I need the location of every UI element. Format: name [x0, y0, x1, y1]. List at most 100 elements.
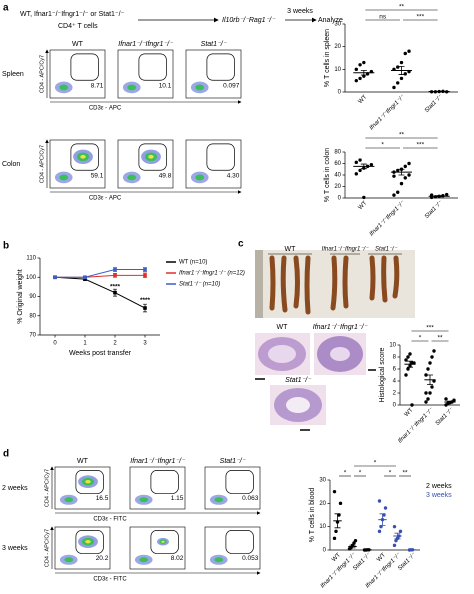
data-point — [398, 529, 403, 534]
cell-population — [64, 557, 74, 563]
significance-label: * — [381, 142, 384, 149]
column-title: WT — [72, 41, 84, 48]
data-point — [354, 67, 358, 72]
significance-label: * — [359, 470, 362, 477]
error-bar — [360, 163, 367, 170]
data-point — [396, 65, 400, 69]
cell-population — [64, 497, 74, 503]
error-bar — [349, 544, 356, 549]
data-point — [113, 273, 117, 278]
data-point — [83, 275, 87, 280]
y-axis-label: CD4 - APC/Cy7 — [39, 145, 45, 183]
x-axis-label: CD3ε - FITC — [93, 517, 127, 523]
cell-population — [161, 540, 165, 543]
data-point — [399, 76, 404, 81]
data-point — [358, 168, 362, 173]
y-axis-label: CD4 - APC/Cy7 — [39, 55, 45, 93]
y-axis-label: % Original weight — [17, 269, 24, 324]
error-bar — [398, 168, 405, 176]
x-axis-label: CD3ε - APC — [89, 196, 122, 202]
panel-label: a — [3, 3, 9, 14]
data-point — [408, 352, 412, 356]
data-point — [396, 81, 400, 85]
y-tick-label: 0 — [393, 403, 397, 409]
y-tick-label: 2 — [393, 391, 397, 397]
y-axis-label: CD4 - APC/Cy7 — [44, 469, 50, 507]
gate — [70, 143, 99, 171]
series-line — [54, 276, 146, 309]
x-axis-label: Weeks post transfer — [69, 350, 132, 357]
y-axis-label: % T cells in blood — [309, 488, 316, 543]
category-label: Stat1⁻/⁻ — [397, 552, 417, 572]
y-tick-label: 10 — [389, 343, 396, 349]
legend-label: 3 weeks — [426, 492, 452, 499]
image-label: Stat1⁻/⁻ — [285, 377, 312, 384]
data-point — [403, 164, 407, 169]
x-tick-label: 0 — [53, 341, 57, 347]
schematic-cells: CD4⁺ T cells — [58, 23, 98, 30]
legend-label: Stat1⁻/⁻ (n=10) — [179, 282, 220, 288]
data-point — [354, 78, 358, 83]
y-tick-label: 30 — [319, 478, 326, 484]
category-label: Ifnar1⁻/⁻Ifngr1⁻/⁻ — [397, 407, 435, 445]
data-point — [143, 273, 147, 278]
error-bar — [360, 70, 367, 76]
legend-label: 2 weeks — [426, 483, 452, 490]
data-point — [332, 536, 337, 541]
gate-percent: 8.71 — [91, 83, 104, 90]
data-point — [445, 192, 449, 197]
gate — [225, 470, 254, 494]
data-point — [407, 173, 411, 177]
data-point — [407, 49, 411, 53]
cell-population — [127, 174, 137, 181]
data-point — [113, 267, 117, 272]
annotation: **** — [140, 297, 151, 304]
cell-population — [139, 557, 149, 563]
y-tick-label: 6 — [393, 367, 397, 373]
series-line — [55, 269, 145, 278]
significance-label: * — [344, 470, 347, 477]
y-tick-label: 20 — [334, 184, 341, 190]
gate-percent: 10.1 — [159, 83, 172, 90]
panel-label: c — [238, 239, 244, 250]
data-point — [383, 506, 388, 510]
data-point — [338, 501, 343, 506]
data-point — [358, 158, 362, 162]
error-bar — [398, 65, 405, 75]
data-point — [452, 398, 456, 402]
x-tick-label: 1 — [83, 341, 87, 347]
data-point — [406, 367, 410, 371]
significance-label: *** — [417, 142, 425, 149]
data-point — [444, 397, 448, 401]
cell-population — [80, 154, 86, 159]
category-label: Stat1⁻/⁻ — [435, 407, 455, 427]
row-label: 3 weeks — [2, 545, 28, 552]
cell-population — [85, 540, 91, 544]
y-tick-label: 8 — [393, 355, 397, 361]
significance-label: ** — [399, 132, 405, 139]
y-tick-label: 20 — [319, 501, 326, 507]
error-bar — [379, 513, 386, 526]
y-tick-label: 10 — [334, 67, 341, 73]
gate — [75, 530, 104, 554]
y-tick-label: 70 — [29, 333, 36, 339]
category-label: WT — [331, 552, 342, 563]
gate-percent: 0.063 — [242, 495, 259, 502]
photo-label: Ifnar1⁻/⁻Ifngr1⁻/⁻ — [322, 247, 370, 253]
significance-label: ns — [379, 14, 387, 21]
data-point — [369, 162, 374, 167]
y-tick-label: 40 — [334, 173, 341, 179]
gate — [150, 470, 179, 494]
data-point — [426, 397, 430, 401]
error-bar — [427, 374, 433, 385]
y-tick-label: 100 — [26, 275, 37, 281]
cell-population — [214, 497, 224, 503]
photo-label: Stat1⁻/⁻ — [375, 247, 398, 253]
y-axis-label: Histological score — [379, 347, 386, 402]
column-title: Ifnar1⁻/⁻Ifngr1⁻/⁻ — [130, 458, 186, 465]
panel-label: d — [3, 449, 9, 460]
error-bar — [436, 195, 443, 198]
y-axis-label: % T cells in colon — [324, 148, 331, 202]
data-point — [428, 391, 432, 395]
column-title: Stat1⁻/⁻ — [201, 41, 228, 48]
